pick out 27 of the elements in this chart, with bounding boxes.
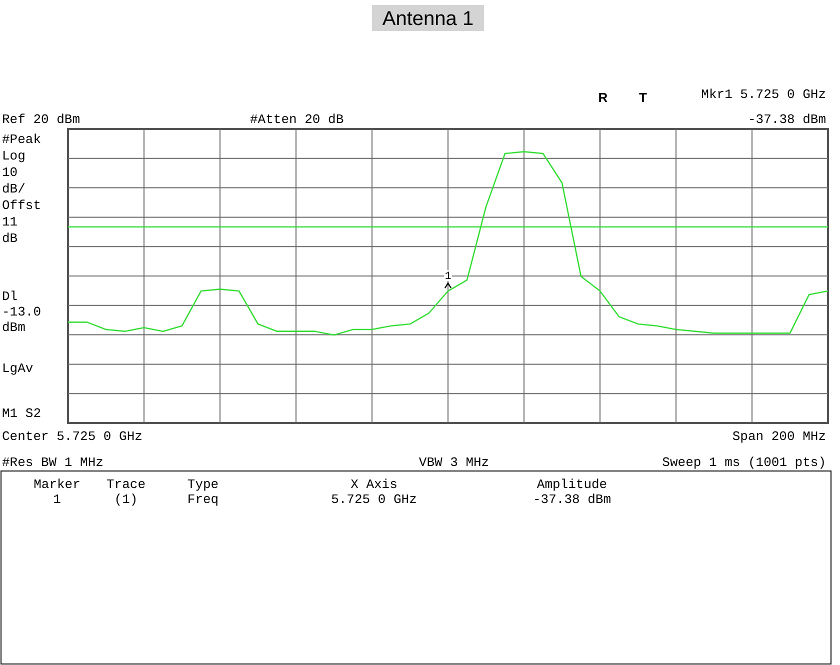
text: Trace [106, 477, 146, 492]
text: T [639, 90, 648, 105]
text: R [598, 90, 608, 105]
text: -37.38 dBm [532, 492, 612, 507]
text: #Res BW 1 MHz [2, 455, 104, 470]
text: M1 S2 [2, 406, 42, 421]
text: Amplitude [536, 477, 608, 492]
text: Sweep 1 ms (1001 pts) [662, 455, 826, 470]
text: Type [187, 477, 219, 492]
text: Ref 20 dBm [2, 112, 80, 127]
text: VBW 3 MHz [418, 455, 490, 470]
text: 1 [53, 492, 62, 507]
text: #Peak Log 10 dB/ Offst 11 dB [2, 132, 42, 246]
text: Dl -13.0 dBm [2, 289, 42, 335]
chart-title: Antenna 1 [382, 8, 474, 30]
text: X Axis [350, 477, 398, 492]
text: (1) [114, 492, 138, 507]
text: Mkr1 5.725 0 GHz [701, 87, 826, 102]
text: -37.38 dBm [748, 112, 826, 127]
text: LgAv [2, 361, 34, 376]
text: #Atten 20 dB [250, 112, 344, 127]
annotation: 1 [444, 271, 452, 284]
text: 5.725 0 GHz [331, 492, 417, 507]
text: Center 5.725 0 GHz [2, 429, 142, 444]
text: Span 200 MHz [732, 429, 826, 444]
text: Freq [187, 492, 219, 507]
text: Marker [34, 477, 80, 492]
